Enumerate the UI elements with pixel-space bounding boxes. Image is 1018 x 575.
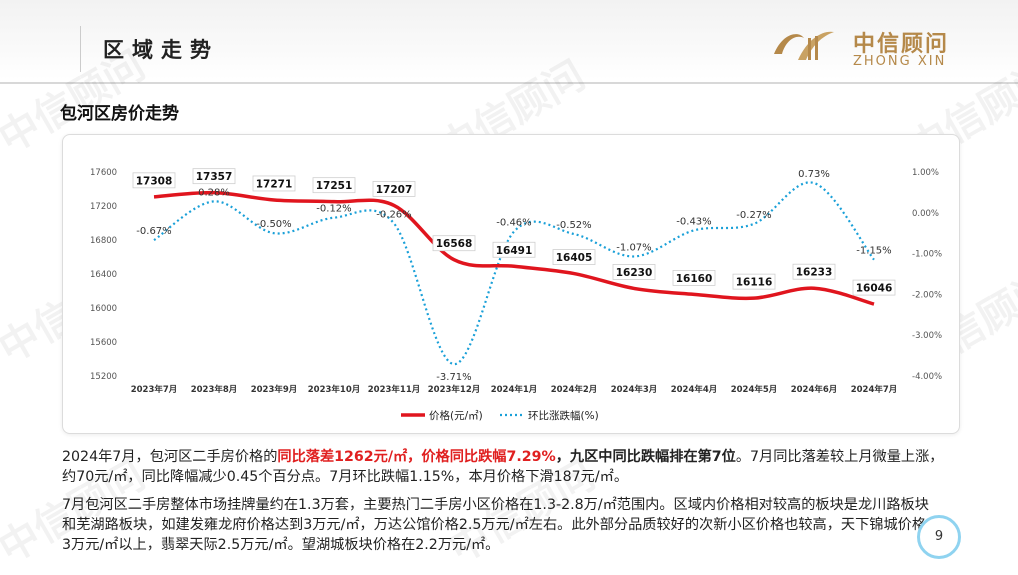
x-axis-tick-label: 2024年1月 xyxy=(491,384,538,395)
x-axis-tick-label: 2024年5月 xyxy=(731,384,778,395)
x-axis-tick-label: 2023年11月 xyxy=(368,384,421,395)
price-data-label: 16046 xyxy=(856,283,893,295)
x-axis-tick-label: 2024年3月 xyxy=(611,384,658,395)
right-axis-tick-label: 0.00% xyxy=(912,209,939,219)
header-bracket xyxy=(80,26,81,72)
left-axis-tick-label: 15200 xyxy=(90,372,117,382)
price-data-label-box xyxy=(672,269,716,286)
left-axis-tick-label: 17600 xyxy=(90,168,117,178)
legend-pct-label: 环比涨跌幅(%) xyxy=(528,409,599,422)
x-axis-tick-label: 2023年9月 xyxy=(251,384,298,395)
price-trend-chart: 15200 15600 16000 16400 16800 17200 17600 1.00%… xyxy=(90,168,942,422)
right-axis-tick-label: -1.00% xyxy=(912,250,942,260)
price-data-label: 17251 xyxy=(316,180,353,192)
x-axis-tick-label: 2023年7月 xyxy=(131,384,178,395)
x-axis-tick-label: 2024年7月 xyxy=(851,384,898,395)
pct-change-data-label: -0.50% xyxy=(256,219,291,230)
right-axis-tick-label: 1.00% xyxy=(912,168,939,178)
logo-mark-icon xyxy=(774,31,834,60)
pct-change-series-line xyxy=(153,181,875,366)
pct-change-data-label: 0.73% xyxy=(798,169,830,180)
right-axis-tick-label: -4.00% xyxy=(912,372,942,382)
summary-text-d: 。7月同比落差较上月微量上涨，约70元/㎡，同比降幅减少0.45个百分点。7月环… xyxy=(62,449,944,485)
price-data-label: 16160 xyxy=(676,273,713,285)
summary-highlight: 同比落差1262元/㎡，价格同比跌幅7.29% xyxy=(277,449,556,465)
price-data-label-box xyxy=(612,264,656,280)
price-data-label: 16230 xyxy=(616,267,653,279)
x-axis-tick-label: 2024年4月 xyxy=(671,384,718,395)
price-data-label-box xyxy=(252,175,296,192)
pct-change-data-label: -3.71% xyxy=(436,372,471,383)
pct-change-data-label: -0.52% xyxy=(556,220,591,231)
x-axis-tick-label: 2024年2月 xyxy=(551,384,598,395)
header-background xyxy=(0,0,1018,80)
price-data-label-box xyxy=(492,241,536,258)
pct-change-data-label: -0.27% xyxy=(736,210,771,221)
price-data-label-box xyxy=(852,279,896,296)
pct-change-data-label: -0.46% xyxy=(496,218,531,229)
price-data-label-box xyxy=(132,172,176,189)
pct-change-data-label: -0.12% xyxy=(316,204,351,215)
company-logo: 中信顾问 ZHONG XIN xyxy=(768,24,968,74)
price-data-label-box xyxy=(792,263,836,280)
chart-heading: 包河区房价走势 xyxy=(60,104,179,124)
summary-text-a: 2024年7月，包河区二手房价格的 xyxy=(62,449,278,465)
pct-change-data-label: -0.26% xyxy=(376,209,411,220)
right-axis-tick-label: -3.00% xyxy=(912,331,942,341)
price-data-label-box xyxy=(432,235,476,252)
pct-change-data-label: -1.15% xyxy=(856,246,891,257)
left-axis-tick-label: 16800 xyxy=(90,236,117,246)
market-paragraph: 7月包河区二手房整体市场挂牌量约在1.3万套，主要热门二手房小区价格在1.3-2… xyxy=(62,497,929,553)
header-divider xyxy=(0,82,1018,84)
legend-price-label: 价格(元/㎡) xyxy=(429,409,483,422)
price-data-label: 16568 xyxy=(436,238,473,250)
pct-change-data-label: -0.67% xyxy=(136,226,171,237)
left-axis-tick-label: 16400 xyxy=(90,270,117,280)
price-data-label: 16233 xyxy=(796,267,833,279)
page-number: 9 xyxy=(917,515,961,559)
pct-change-data-label: 0.28% xyxy=(198,187,230,198)
x-axis-tick-label: 2023年10月 xyxy=(308,384,361,395)
price-data-label: 17357 xyxy=(196,171,233,183)
price-data-label-box xyxy=(312,177,356,194)
right-axis-tick-label: -2.00% xyxy=(912,290,942,300)
pct-change-data-label: -1.07% xyxy=(616,242,651,253)
price-data-label: 16405 xyxy=(556,252,593,264)
section-title: 区域走势 xyxy=(103,38,219,62)
price-series-line xyxy=(153,190,875,306)
price-data-label: 17207 xyxy=(376,184,413,196)
price-data-label-box xyxy=(372,181,416,197)
summary-paragraph: 2024年7月，包河区二手房价格的同比落差1262元/㎡，价格同比跌幅7.29%… xyxy=(62,447,957,487)
price-data-label: 16491 xyxy=(496,245,533,257)
price-data-label: 17308 xyxy=(136,175,173,187)
logo-chinese-text: 中信顾问 xyxy=(853,32,950,57)
price-data-label: 16116 xyxy=(736,277,773,289)
pct-change-data-label: -0.43% xyxy=(676,216,711,227)
price-data-label-box xyxy=(552,249,596,265)
x-axis-tick-label: 2023年8月 xyxy=(191,384,238,395)
x-axis-tick-label: 2023年12月 xyxy=(428,384,481,395)
price-data-label-box xyxy=(192,168,236,185)
summary-rank: ，九区中同比跌幅排在第7位 xyxy=(555,449,736,465)
left-axis-tick-label: 16000 xyxy=(90,304,117,314)
price-data-label: 17271 xyxy=(256,178,293,190)
left-axis-tick-label: 15600 xyxy=(90,338,117,348)
logo-english-text: ZHONG XIN xyxy=(853,54,947,69)
x-axis-tick-label: 2024年6月 xyxy=(791,384,838,395)
left-axis-tick-label: 17200 xyxy=(90,202,117,212)
price-data-label-box xyxy=(732,273,776,290)
